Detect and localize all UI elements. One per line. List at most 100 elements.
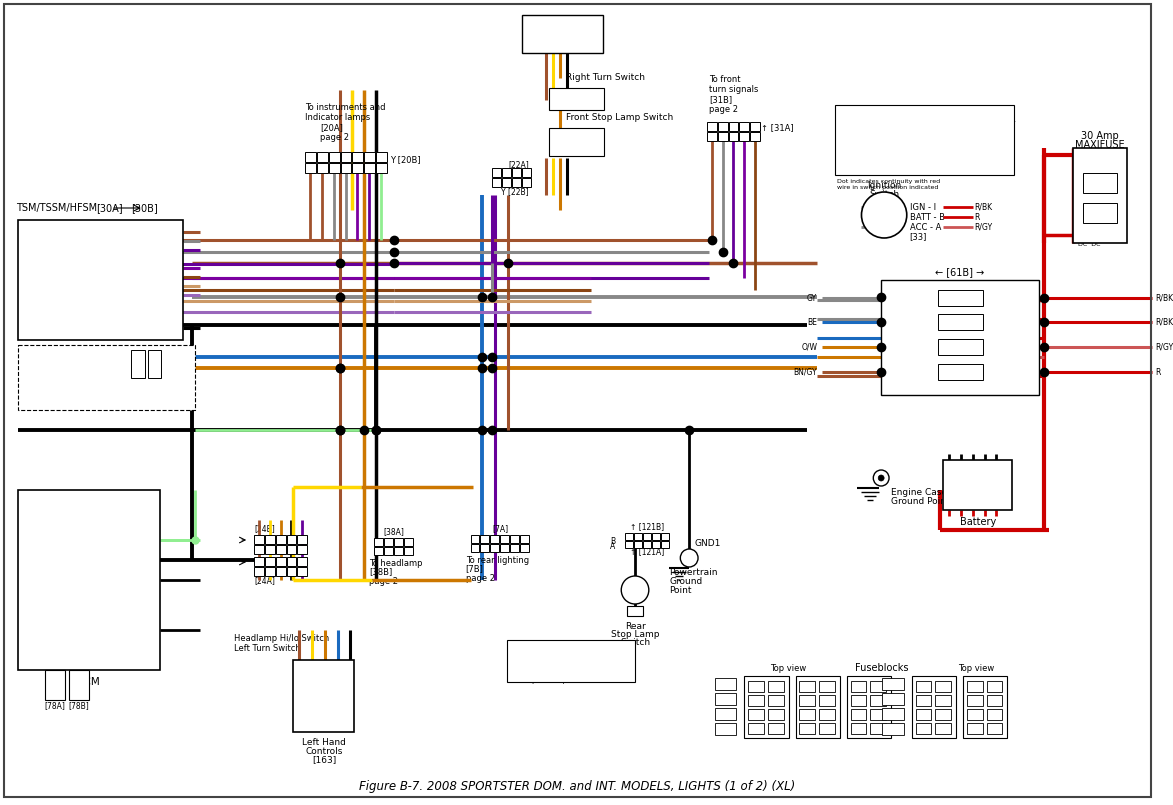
Text: RED: RED — [952, 121, 967, 126]
Text: Right turn feed: Right turn feed — [21, 274, 75, 280]
Text: Fuseblocks: Fuseblocks — [855, 663, 909, 673]
Bar — [652, 541, 659, 548]
Text: [24A]: [24A] — [255, 576, 274, 585]
Text: Top view: Top view — [771, 663, 807, 672]
Circle shape — [873, 470, 889, 486]
Bar — [714, 678, 737, 690]
Text: Figure B-7. 2008 SPORTSTER DOM. and INT. MODELS, LIGHTS (1 of 2) (XL): Figure B-7. 2008 SPORTSTER DOM. and INT.… — [359, 780, 795, 793]
Text: page 2: page 2 — [369, 576, 398, 585]
Text: R/GY: R/GY — [1155, 342, 1173, 352]
Text: Lights 15A: Lights 15A — [937, 317, 982, 327]
Bar — [768, 681, 784, 692]
Bar — [870, 695, 886, 706]
Bar — [938, 364, 983, 380]
Bar — [305, 163, 316, 173]
Text: ↑ [121A]: ↑ [121A] — [630, 547, 664, 556]
Bar — [628, 606, 643, 616]
Text: ACC - A: ACC - A — [910, 222, 941, 232]
Bar — [470, 535, 480, 543]
Text: page 2: page 2 — [466, 573, 495, 583]
Text: B   A: B A — [1078, 233, 1094, 239]
Text: 5: 5 — [152, 265, 157, 271]
Bar — [317, 163, 328, 173]
Bar — [549, 128, 604, 156]
Bar — [882, 693, 904, 705]
Text: 6: 6 — [152, 274, 157, 280]
Text: 5: 5 — [169, 265, 172, 271]
Text: I: I — [1032, 368, 1035, 377]
Bar — [276, 567, 285, 576]
Text: Top view: Top view — [957, 663, 994, 672]
Text: Left turn switch input: Left turn switch input — [21, 292, 97, 298]
Bar — [340, 163, 352, 173]
Text: ACCY 15A: ACCY 15A — [940, 342, 981, 352]
Bar — [365, 152, 375, 162]
Text: 8: 8 — [169, 292, 172, 298]
Bar — [522, 168, 530, 177]
Bar — [352, 152, 364, 162]
Bar — [384, 547, 393, 555]
Text: 5: 5 — [131, 537, 136, 543]
Text: ↑ [31A]: ↑ [31A] — [761, 123, 794, 133]
Circle shape — [861, 192, 907, 238]
Bar — [935, 695, 951, 706]
Text: 3: 3 — [152, 247, 157, 253]
Text: 12: 12 — [169, 325, 177, 331]
Text: Y [22B]: Y [22B] — [501, 188, 529, 196]
Text: BN/GY: BN/GY — [794, 368, 818, 377]
Text: BLACK: BLACK — [889, 121, 909, 126]
Text: Right turn switch input: Right turn switch input — [21, 283, 103, 289]
Bar — [916, 723, 931, 734]
Text: [5]: [5] — [1093, 155, 1106, 164]
Bar — [835, 105, 1015, 175]
Bar — [394, 538, 402, 546]
Text: wire in switch position indicated: wire in switch position indicated — [836, 185, 938, 191]
Bar — [1083, 203, 1118, 223]
Bar — [967, 681, 983, 692]
Text: B: B — [610, 536, 616, 546]
Text: RED: RED — [923, 121, 936, 126]
Bar — [819, 709, 835, 720]
Text: Serial data: Serial data — [21, 247, 60, 253]
Bar — [46, 670, 65, 700]
Bar — [739, 122, 750, 131]
Bar — [728, 122, 739, 131]
Text: Engine Case: Engine Case — [891, 488, 947, 497]
Text: 10: 10 — [127, 577, 136, 583]
Bar — [502, 168, 511, 177]
Bar — [276, 557, 285, 566]
Text: Left Turn Switch: Left Turn Switch — [235, 643, 301, 653]
Text: R: R — [975, 213, 981, 221]
Bar — [986, 709, 1002, 720]
Text: Right Turn Switch: Right Turn Switch — [567, 73, 645, 82]
Text: Point: Point — [670, 585, 692, 595]
Bar — [265, 567, 274, 576]
Bar — [286, 535, 297, 544]
Bar — [911, 676, 956, 738]
Text: •: • — [923, 157, 928, 163]
Bar — [404, 538, 413, 546]
Bar — [265, 557, 274, 566]
Bar — [850, 681, 867, 692]
Bar — [652, 533, 659, 540]
Bar — [850, 695, 867, 706]
Bar — [751, 132, 760, 141]
Bar — [522, 178, 530, 187]
Text: [7B]: [7B] — [466, 564, 483, 573]
Bar — [255, 545, 264, 554]
Bar — [131, 350, 144, 378]
Text: Ignition Switch Legend: Ignition Switch Legend — [873, 109, 976, 118]
Bar — [276, 545, 285, 554]
Text: Dot indicates continuity with red: Dot indicates continuity with red — [836, 179, 940, 184]
Text: B: B — [1029, 294, 1035, 303]
Text: Battery 15A: Battery 15A — [935, 368, 985, 377]
Bar — [377, 152, 387, 162]
Bar — [404, 547, 413, 555]
Text: RUN: RUN — [840, 147, 855, 153]
Text: Left Hand: Left Hand — [301, 737, 346, 746]
Text: Right Hand: Right Hand — [537, 23, 588, 31]
Text: (A SIDE): (A SIDE) — [530, 655, 565, 664]
Text: [78A]: [78A] — [45, 701, 66, 711]
Bar — [916, 695, 931, 706]
Text: 2: 2 — [152, 238, 157, 244]
